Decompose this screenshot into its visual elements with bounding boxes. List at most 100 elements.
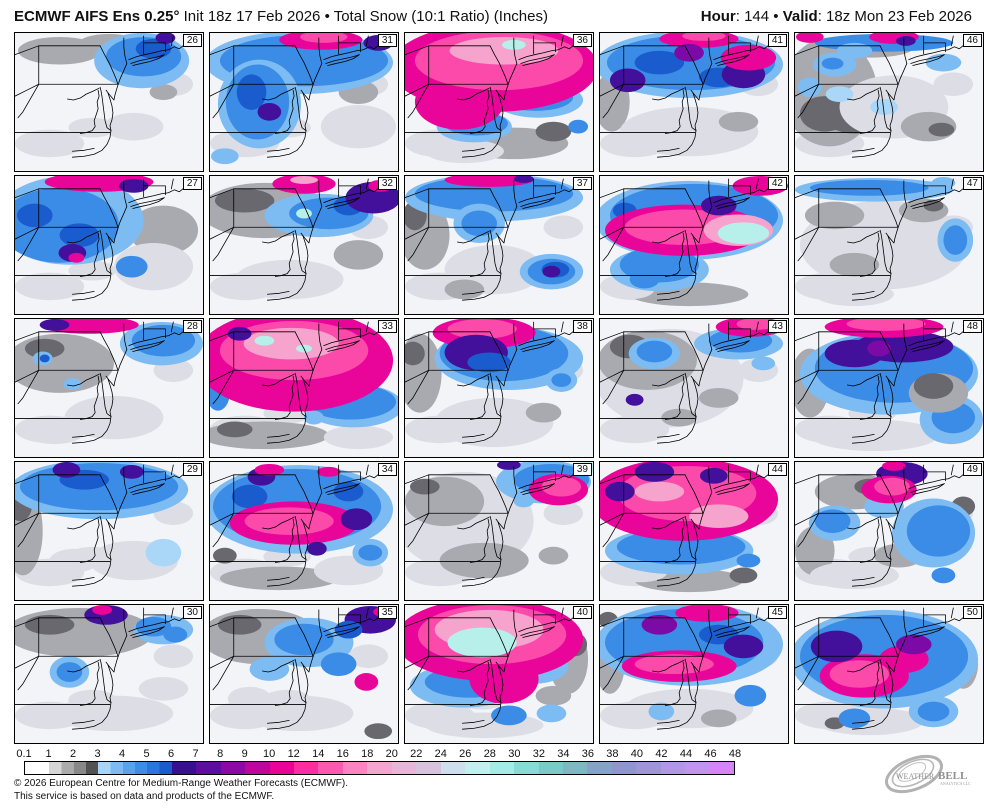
colorbar-segment <box>538 762 563 774</box>
colorbar-tick-16: 16 <box>336 748 349 760</box>
snowfall-map <box>600 462 788 600</box>
snowfall-map <box>795 605 983 743</box>
colorbar-tick-42: 42 <box>655 748 668 760</box>
snowfall-map <box>795 319 983 457</box>
snowfall-map <box>15 176 203 314</box>
ensemble-panel-32: 32 <box>209 175 399 315</box>
member-number-badge: 28 <box>182 320 202 333</box>
colorbar-tick-5: 5 <box>143 748 150 760</box>
ensemble-panel-42: 42 <box>599 175 789 315</box>
member-number-badge: 34 <box>377 463 397 476</box>
colorbar-segment <box>636 762 661 774</box>
member-number-badge: 29 <box>182 463 202 476</box>
member-number-badge: 39 <box>572 463 592 476</box>
colorbar-segment <box>611 762 637 774</box>
ensemble-panel-50: 50 <box>794 604 984 744</box>
colorbar-tick-20: 20 <box>385 748 398 760</box>
snowfall-map <box>600 605 788 743</box>
colorbar-tick-14: 14 <box>312 748 325 760</box>
colorbar-segment <box>440 762 466 774</box>
colorbar-tick-6: 6 <box>168 748 175 760</box>
colorbar-segment <box>122 762 148 774</box>
member-number-badge: 38 <box>572 320 592 333</box>
member-number-badge: 30 <box>182 606 202 619</box>
colorbar-tick-12: 12 <box>287 748 300 760</box>
colorbar-tick-2: 2 <box>69 748 77 760</box>
colorbar-tick-0.1: 0.1 <box>16 748 32 760</box>
colorbar-segment <box>196 762 221 774</box>
member-number-badge: 33 <box>377 320 397 333</box>
colorbar-segment <box>685 762 710 774</box>
svg-text:ANALYTICS LLC: ANALYTICS LLC <box>940 781 971 786</box>
colorbar-segment <box>318 762 343 774</box>
member-number-badge: 35 <box>377 606 397 619</box>
snowfall-map <box>795 462 983 600</box>
colorbar-tick-24: 24 <box>434 748 447 760</box>
member-number-badge: 31 <box>377 34 397 47</box>
colorbar-tick-18: 18 <box>361 748 374 760</box>
colorbar-segment <box>367 762 392 774</box>
snowfall-map <box>15 33 203 171</box>
colorbar-tick-9: 9 <box>241 748 248 760</box>
colorbar-tick-4: 4 <box>119 748 126 760</box>
ensemble-panel-27: 27 <box>14 175 204 315</box>
member-number-badge: 50 <box>962 606 982 619</box>
header: ECMWF AIFS Ens 0.25° Init 18z 17 Feb 202… <box>0 0 984 32</box>
member-number-badge: 40 <box>572 606 592 619</box>
snowfall-map <box>600 319 788 457</box>
ensemble-panel-44: 44 <box>599 461 789 601</box>
member-number-badge: 36 <box>572 34 592 47</box>
copyright: © 2026 European Centre for Medium-Range … <box>14 778 984 803</box>
snowfall-map <box>210 462 398 600</box>
copyright-line1: © 2026 European Centre for Medium-Range … <box>14 778 348 789</box>
valid-value: : 18z Mon 23 Feb 2026 <box>817 8 972 25</box>
ensemble-panel-29: 29 <box>14 461 204 601</box>
member-number-badge: 44 <box>767 463 787 476</box>
member-number-badge: 32 <box>377 177 397 190</box>
colorbar-tick-46: 46 <box>704 748 717 760</box>
svg-text:WEATHER: WEATHER <box>896 772 935 781</box>
colorbar-tick-8: 8 <box>217 748 224 760</box>
member-number-badge: 46 <box>962 34 982 47</box>
ensemble-panel-49: 49 <box>794 461 984 601</box>
colorbar-scale <box>24 761 735 775</box>
member-number-badge: 48 <box>962 320 982 333</box>
ensemble-grid: 26 31 36 41 46 27 32 37 42 47 28 33 38 43 48 29 34 39 44 49… <box>14 32 984 744</box>
ensemble-panel-47: 47 <box>794 175 984 315</box>
colorbar-tick-labels: 0.1 1 2 3 4 5 6 7 8 9 10 12 14 16 18 20 22 24 26 28 30 32 34 36… <box>16 748 741 761</box>
member-number-badge: 37 <box>572 177 592 190</box>
colorbar-tick-36: 36 <box>581 748 595 760</box>
ensemble-panel-34: 34 <box>209 461 399 601</box>
ensemble-panel-30: 30 <box>14 604 204 744</box>
member-number-badge: 47 <box>962 177 982 190</box>
member-number-badge: 45 <box>767 606 787 619</box>
ensemble-panel-40: 40 <box>404 604 594 744</box>
snowfall-map <box>210 319 398 457</box>
svg-text:BELL: BELL <box>938 770 967 782</box>
colorbar-tick-28: 28 <box>483 748 496 760</box>
snowfall-map <box>405 33 593 171</box>
hour-label: Hour <box>700 8 736 25</box>
colorbar-segment <box>660 762 686 774</box>
weatherbell-logo: WEATHER BELL ANALYTICS LLC <box>880 752 972 800</box>
ensemble-panel-36: 36 <box>404 32 594 172</box>
member-number-badge: 41 <box>767 34 787 47</box>
colorbar-tick-48: 48 <box>728 748 742 760</box>
member-number-badge: 43 <box>767 320 787 333</box>
colorbar-segment <box>293 762 319 774</box>
ensemble-panel-39: 39 <box>404 461 594 601</box>
member-number-badge: 42 <box>767 177 787 190</box>
valid-label: Valid <box>782 8 818 25</box>
colorbar-tick-34: 34 <box>557 748 570 760</box>
ensemble-panel-43: 43 <box>599 318 789 458</box>
chart-title: ECMWF AIFS Ens 0.25° Init 18z 17 Feb 202… <box>14 8 548 25</box>
colorbar-segment <box>49 762 74 774</box>
snowfall-map <box>210 33 398 171</box>
colorbar-segment <box>73 762 99 774</box>
colorbar-segment <box>245 762 270 774</box>
snowfall-map <box>405 319 593 457</box>
ensemble-panel-28: 28 <box>14 318 204 458</box>
ensemble-panel-48: 48 <box>794 318 984 458</box>
colorbar-segment <box>147 762 172 774</box>
